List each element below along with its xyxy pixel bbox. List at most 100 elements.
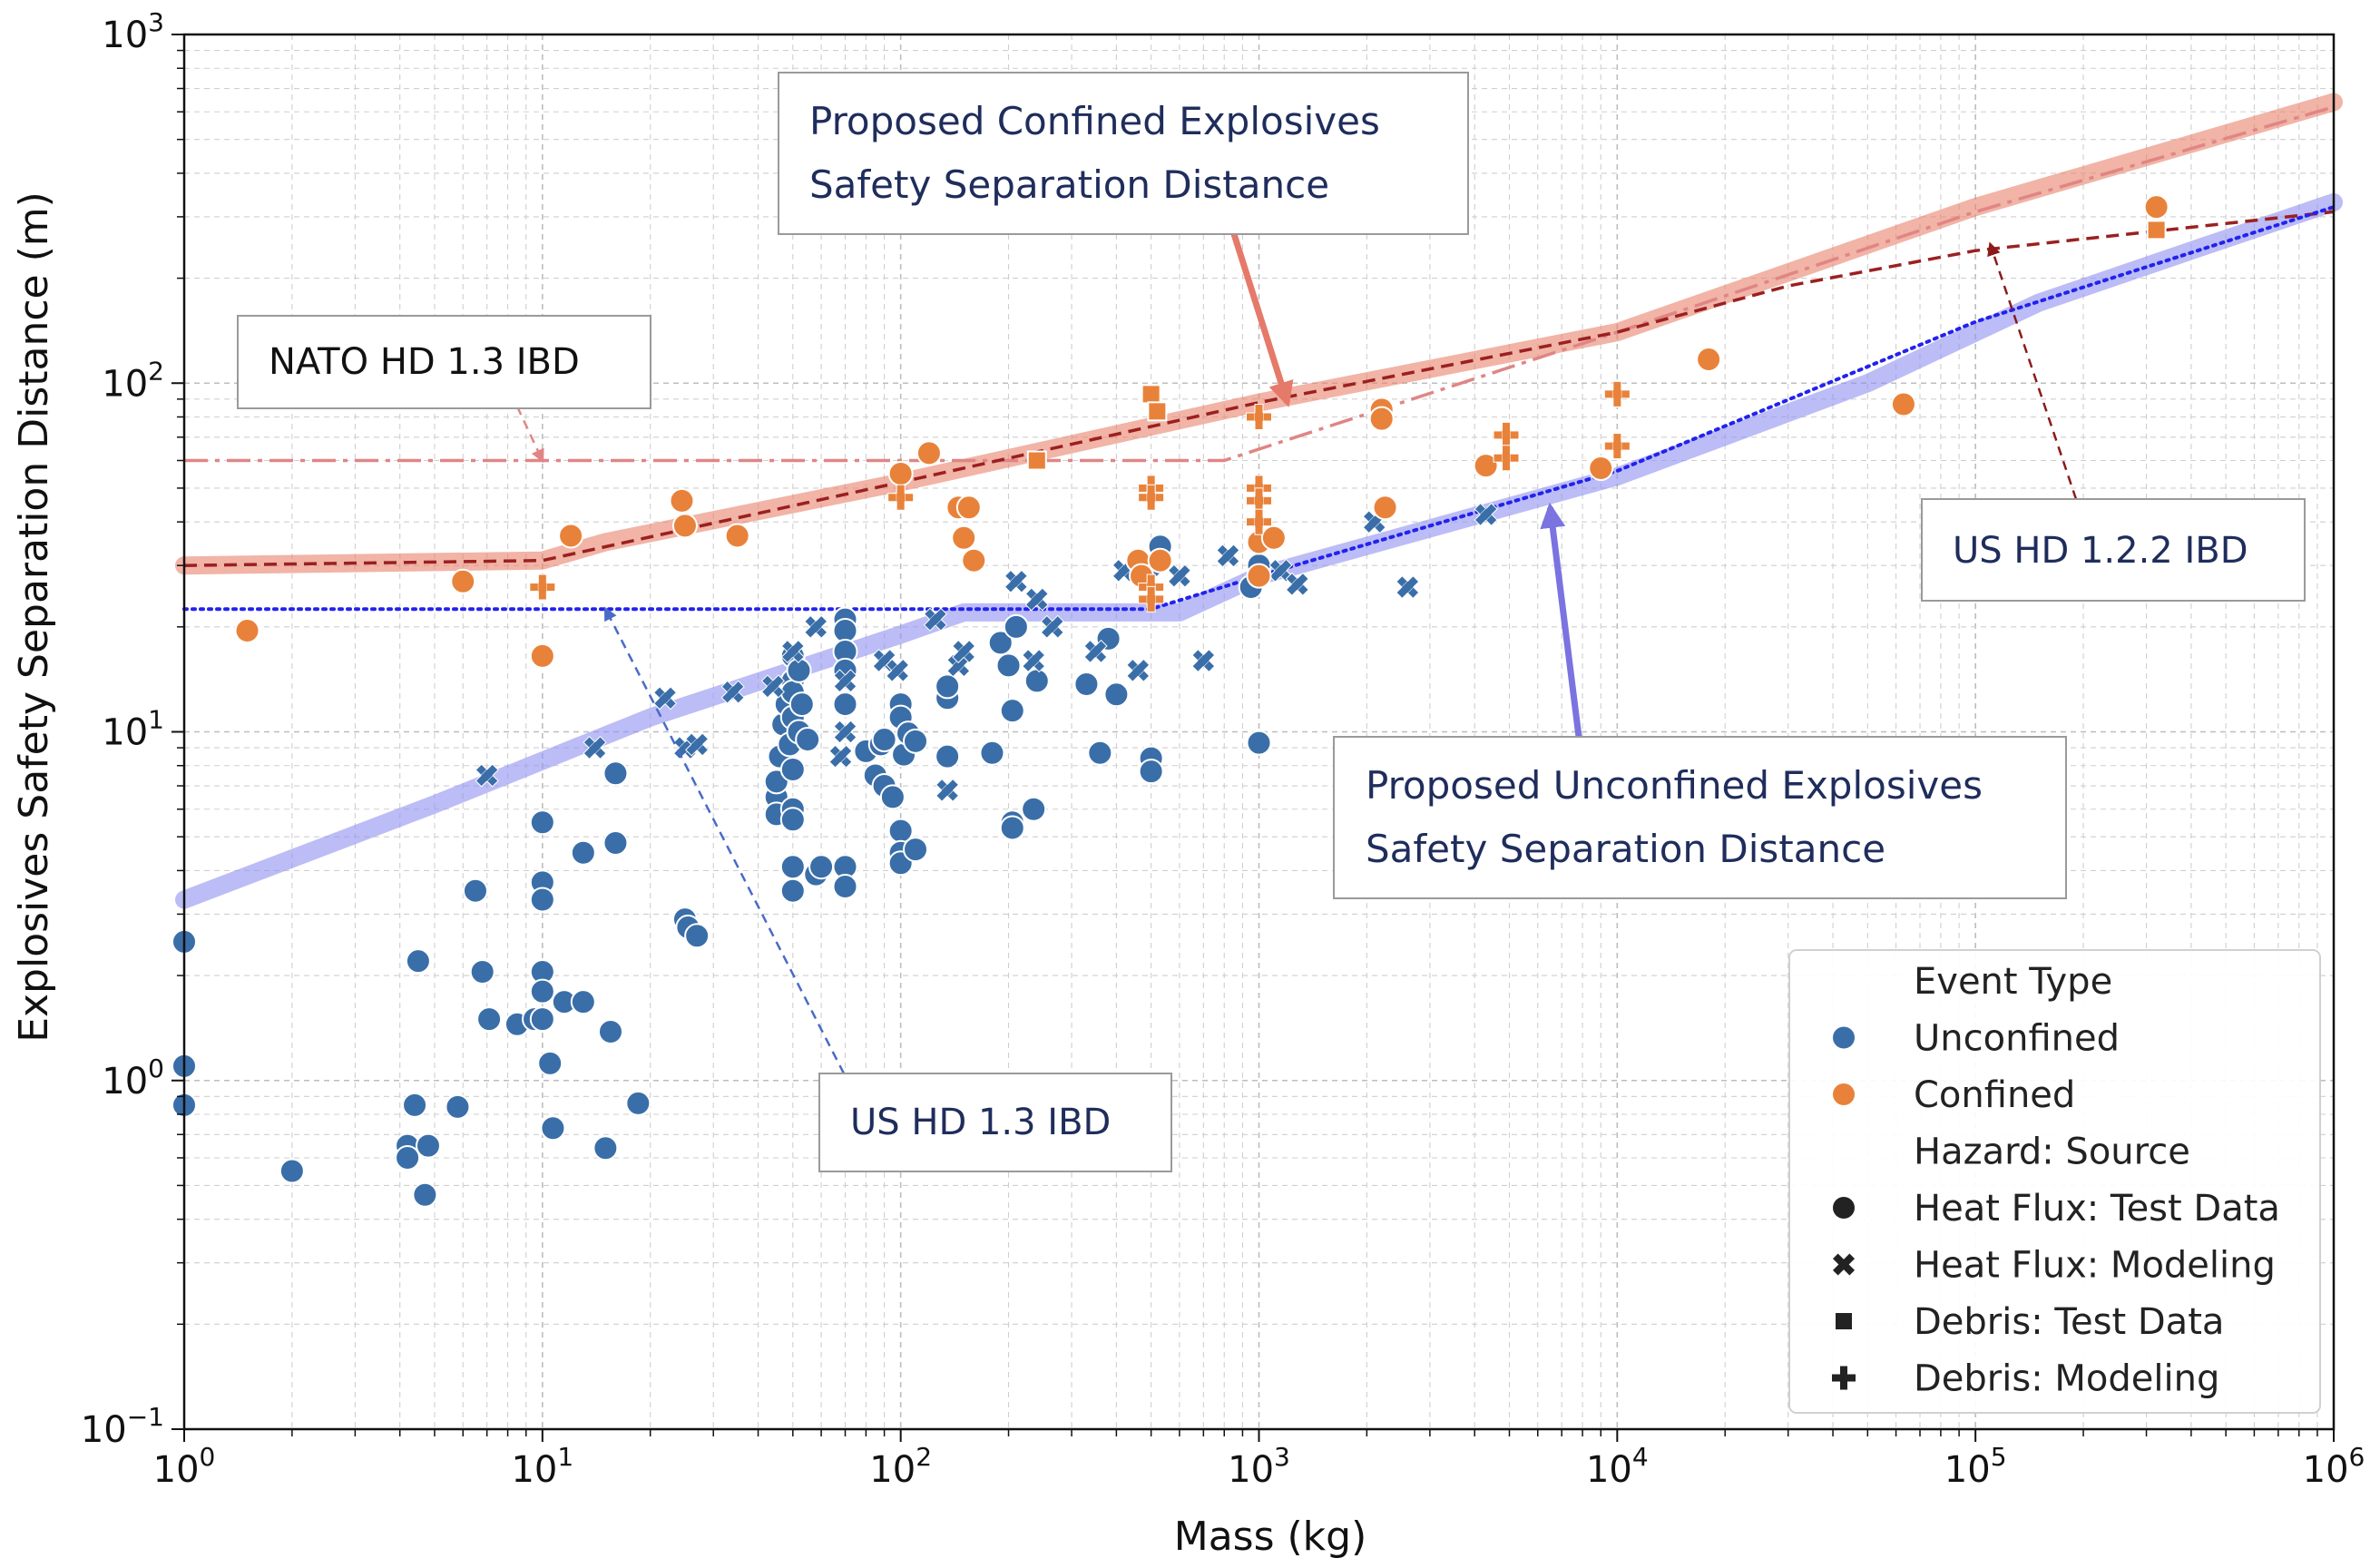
scatter-point bbox=[795, 727, 821, 753]
scatter-point bbox=[779, 756, 806, 782]
scatter-point bbox=[1396, 574, 1420, 600]
scatter-point bbox=[833, 669, 857, 693]
scatter-point bbox=[871, 727, 897, 753]
scatter-point bbox=[234, 618, 260, 644]
legend-label: Heat Flux: Modeling bbox=[1914, 1245, 2276, 1287]
callout-arrow bbox=[1540, 502, 1582, 738]
scatter-point bbox=[570, 839, 596, 866]
scatter-point bbox=[1216, 544, 1240, 568]
legend-marker bbox=[1832, 1253, 1856, 1276]
scatter-point bbox=[2143, 194, 2169, 220]
scatter-point bbox=[720, 680, 745, 704]
scatter-point bbox=[1023, 668, 1050, 694]
data-points bbox=[171, 194, 2169, 1208]
scatter-point bbox=[570, 989, 596, 1015]
legend-marker bbox=[1833, 1083, 1855, 1105]
y-tick-base: 10 bbox=[81, 1409, 127, 1451]
scatter-point bbox=[405, 948, 431, 975]
scatter-point bbox=[415, 1132, 441, 1159]
scatter-point bbox=[537, 1050, 563, 1076]
scatter-point bbox=[540, 1115, 566, 1142]
scatter-point bbox=[1268, 558, 1293, 583]
scatter-point bbox=[1138, 585, 1165, 612]
x-tick-label: 104 bbox=[1586, 1442, 1649, 1491]
callout-text: Proposed Confined Explosives bbox=[809, 99, 1380, 143]
scatter-point bbox=[593, 1135, 619, 1161]
scatter-point bbox=[1126, 658, 1151, 682]
y-tick-label: 103 bbox=[102, 7, 164, 56]
legend-box bbox=[1788, 949, 2321, 1414]
x-tick-base: 10 bbox=[1944, 1449, 1991, 1491]
scatter-point bbox=[1588, 456, 1614, 482]
band-line bbox=[175, 193, 2343, 909]
scatter-point bbox=[1167, 564, 1191, 588]
y-tick-base: 10 bbox=[102, 712, 148, 754]
scatter-point bbox=[529, 1006, 555, 1033]
callout-confined: Proposed Confined Explosives Safety Separ… bbox=[778, 72, 1469, 407]
scatter-point bbox=[1147, 401, 1168, 422]
scatter-point bbox=[625, 1090, 651, 1116]
callout-text: Safety Separation Distance bbox=[1366, 827, 1885, 871]
scatter-point bbox=[832, 873, 858, 899]
scatter-point bbox=[935, 743, 961, 769]
y-tick-base: 10 bbox=[102, 1061, 148, 1102]
legend-label: Confined bbox=[1914, 1074, 2075, 1116]
scatter-point bbox=[946, 653, 971, 678]
x-tick-base: 10 bbox=[153, 1449, 200, 1491]
scatter-point bbox=[1260, 524, 1287, 551]
x-tick-label: 100 bbox=[153, 1442, 216, 1491]
reference-line bbox=[182, 205, 2336, 612]
scatter-point bbox=[602, 760, 629, 787]
reference-line bbox=[183, 210, 2335, 567]
x-tick-base: 10 bbox=[1586, 1449, 1632, 1491]
scatter-point bbox=[684, 923, 710, 949]
y-tick-exponent: 3 bbox=[148, 7, 164, 37]
x-tick-label: 102 bbox=[869, 1442, 932, 1491]
scatter-point bbox=[1372, 495, 1398, 521]
scatter-point bbox=[724, 523, 750, 549]
scatter-point bbox=[935, 673, 961, 700]
scatter-point bbox=[529, 642, 555, 669]
scatter-point bbox=[1603, 433, 1631, 460]
scatter-point bbox=[529, 809, 555, 836]
x-tick-exponent: 6 bbox=[2349, 1442, 2365, 1472]
scatter-point bbox=[887, 484, 915, 511]
y-axis-label: Explosives Safety Separation Distance (m… bbox=[11, 191, 57, 1043]
legend-marker bbox=[1832, 1366, 1856, 1390]
scatter-point bbox=[808, 854, 835, 880]
callout-text: US HD 1.2.2 IBD bbox=[1953, 530, 2248, 572]
scatter-point bbox=[1368, 406, 1395, 432]
x-tick-label: 101 bbox=[511, 1442, 573, 1491]
scatter-point bbox=[833, 720, 857, 744]
marker-core bbox=[1147, 493, 1156, 502]
scatter-point bbox=[979, 740, 1005, 766]
y-tick-exponent: −1 bbox=[127, 1402, 164, 1432]
marker-core bbox=[1502, 454, 1511, 463]
scatter-point bbox=[450, 568, 476, 594]
scatter-point bbox=[923, 607, 948, 632]
y-tick-base: 10 bbox=[102, 15, 148, 56]
scatter-point bbox=[2146, 220, 2167, 240]
scatter-point bbox=[1024, 587, 1049, 612]
callout-arrow bbox=[603, 606, 846, 1074]
marker-bar bbox=[1832, 1253, 1856, 1276]
x-tick-label: 103 bbox=[1228, 1442, 1290, 1491]
scatter-point bbox=[1473, 453, 1499, 479]
callout-text: NATO HD 1.3 IBD bbox=[269, 341, 580, 383]
scatter-point bbox=[445, 1093, 471, 1120]
y-tick-exponent: 2 bbox=[148, 356, 164, 386]
x-tick-exponent: 3 bbox=[1274, 1442, 1290, 1472]
marker-core bbox=[1612, 389, 1621, 398]
scatter-point bbox=[1021, 796, 1047, 822]
scatter-point bbox=[602, 829, 629, 856]
callout-box bbox=[1921, 498, 2306, 602]
scatter-point bbox=[1474, 502, 1498, 527]
x-tick-exponent: 4 bbox=[1632, 1442, 1649, 1472]
scatter-point bbox=[402, 1092, 428, 1118]
scatter-point bbox=[987, 630, 1014, 656]
scatter-point bbox=[832, 691, 858, 718]
callout-box bbox=[778, 72, 1469, 235]
scatter-point bbox=[529, 573, 556, 601]
scatter-point bbox=[476, 1006, 503, 1033]
callout-arrow bbox=[1230, 232, 1294, 407]
